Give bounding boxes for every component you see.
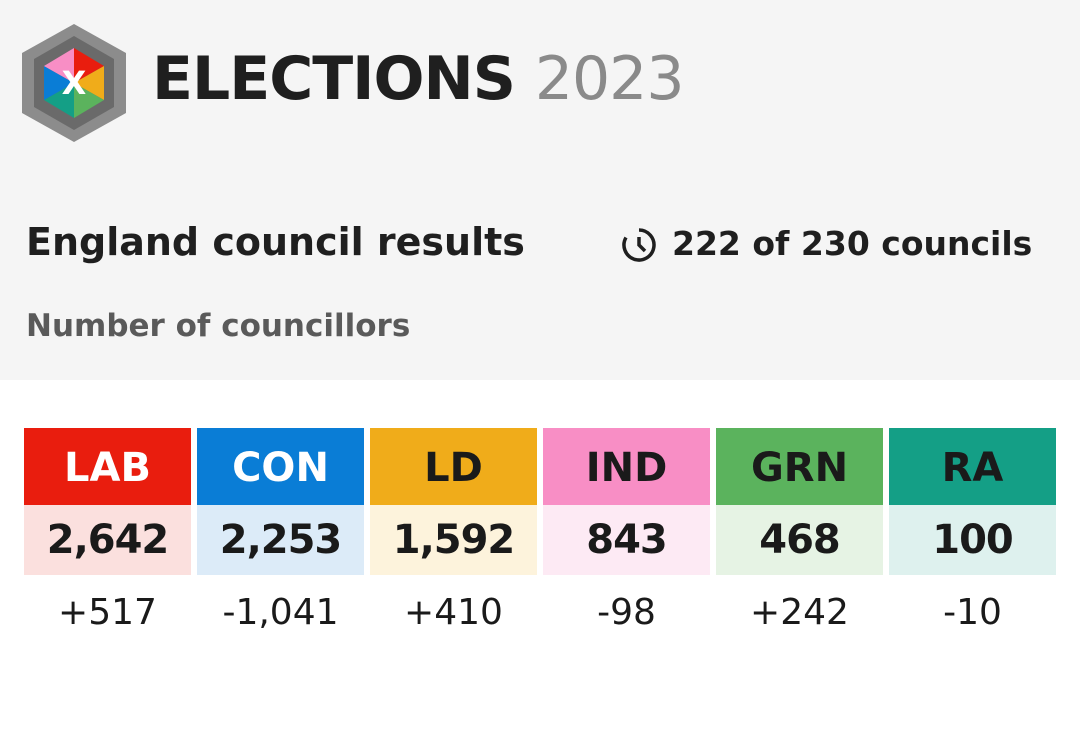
party-name: GRN xyxy=(716,428,883,505)
clock-icon xyxy=(622,228,656,262)
title-year: 2023 xyxy=(534,44,685,114)
party-change: +242 xyxy=(750,592,849,633)
party-column: RA 100 -10 xyxy=(889,428,1056,650)
title: ELECTIONS 2023 xyxy=(152,44,685,114)
party-name: IND xyxy=(543,428,710,505)
party-column: IND 843 -98 xyxy=(543,428,710,650)
party-change: +410 xyxy=(404,592,503,633)
party-change: -98 xyxy=(597,592,656,633)
party-name: RA xyxy=(889,428,1056,505)
title-text: ELECTIONS xyxy=(152,44,516,114)
party-change: +517 xyxy=(58,592,157,633)
party-change: -1,041 xyxy=(222,592,339,633)
party-column: CON 2,253 -1,041 xyxy=(197,428,364,650)
header-band xyxy=(0,0,1080,380)
party-column: LD 1,592 +410 xyxy=(370,428,537,650)
measure-label: Number of councillors xyxy=(26,308,411,344)
subtitle: England council results xyxy=(26,220,525,264)
party-seats: 468 xyxy=(716,505,883,575)
party-column: LAB 2,642 +517 xyxy=(24,428,191,650)
party-name: LD xyxy=(370,428,537,505)
progress: 222 of 230 councils xyxy=(672,224,1033,263)
party-name: CON xyxy=(197,428,364,505)
party-name: LAB xyxy=(24,428,191,505)
party-seats: 843 xyxy=(543,505,710,575)
logo-text: X xyxy=(62,64,87,102)
party-seats: 2,642 xyxy=(24,505,191,575)
results-table: LAB 2,642 +517 CON 2,253 -1,041 LD 1,592 +410 IND… xyxy=(24,428,1056,650)
party-change: -10 xyxy=(943,592,1002,633)
logo: X xyxy=(22,24,126,142)
party-seats: 1,592 xyxy=(370,505,537,575)
party-seats: 100 xyxy=(889,505,1056,575)
party-column: GRN 468 +242 xyxy=(716,428,883,650)
party-seats: 2,253 xyxy=(197,505,364,575)
